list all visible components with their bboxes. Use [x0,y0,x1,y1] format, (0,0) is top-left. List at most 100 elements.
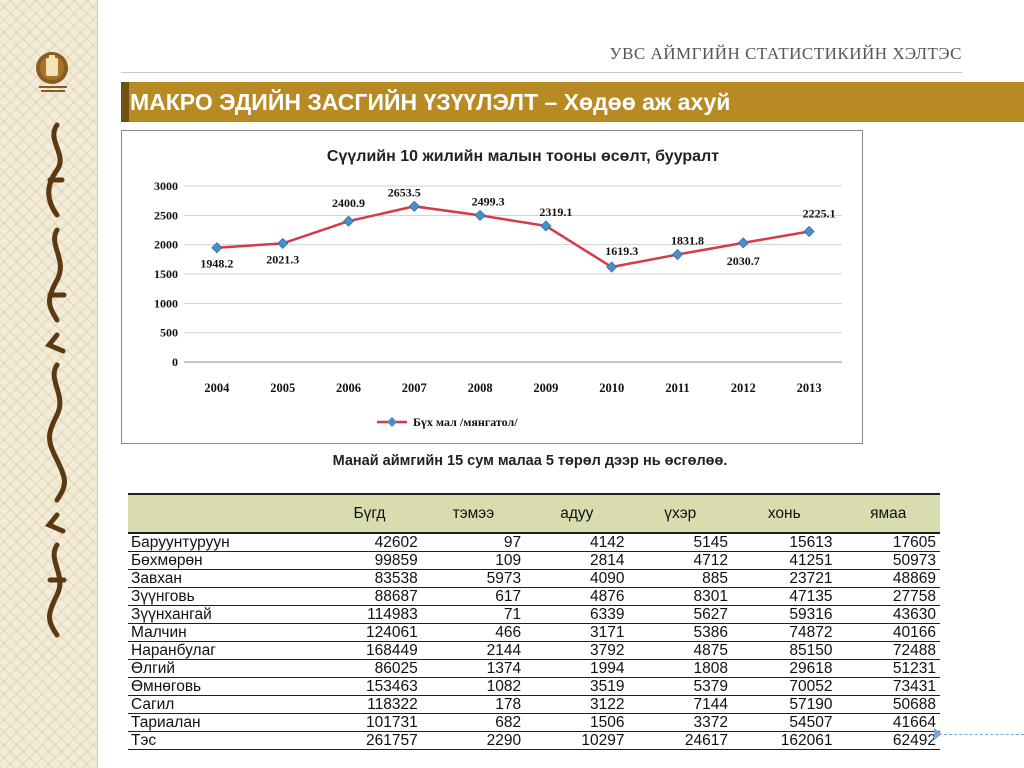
table-header-1: Бүгд [317,493,422,534]
table-cell-value: 1808 [628,659,732,678]
table-cell-value: 2290 [421,731,526,750]
data-point [342,215,355,227]
table-cell-value: 97 [421,533,526,552]
data-label: 2030.7 [727,254,760,268]
table-cell-value: 153463 [317,677,422,696]
table-cell-value: 1994 [525,659,629,678]
table-cell-soum: Наранбулаг [128,641,318,660]
table-cell-value: 10297 [525,731,629,750]
table-row: Тэс 261757 2290 10297 24617 162061 62492 [128,731,940,750]
table-cell-value: 5627 [628,605,732,624]
table-row: Зүүнхангай 114983 71 6339 5627 59316 43630 [128,605,940,624]
table-header-4: үхэр [628,493,732,534]
data-label: 2400.9 [332,196,365,210]
table-cell-value: 3372 [628,713,732,732]
table-cell-value: 7144 [628,695,732,714]
title-banner [121,82,1024,122]
table-cell-soum: Завхан [128,569,318,588]
legend-marker [387,417,397,427]
table-cell-value: 41251 [731,551,837,570]
line-chart: Сүүлийн 10 жилийн малын тооны өсөлт, буу… [154,148,842,429]
table-cell-value: 72488 [836,641,940,660]
table-row: Өлгий 86025 1374 1994 1808 29618 51231 [128,659,940,678]
table-cell-value: 15613 [731,533,837,552]
table-cell-value: 43630 [836,605,940,624]
data-point [606,261,618,273]
table-cell-value: 4712 [628,551,732,570]
table-cell-value: 29618 [731,659,837,678]
table-cell-soum: Өлгий [128,659,318,678]
table-row: Завхан 83538 5973 4090 885 23721 48869 [128,569,940,588]
data-label: 2225.1 [803,206,836,220]
data-point [408,200,420,212]
table-cell-value: 57190 [731,695,837,714]
x-tick-label: 2011 [665,381,689,395]
y-tick-label: 500 [160,326,178,340]
table-cell-value: 86025 [317,659,422,678]
table-header-3: адуу [525,493,629,534]
mongolian-script-icon [44,122,67,638]
data-label: 2653.5 [388,185,421,199]
table-cell-value: 109 [421,551,526,570]
nav-arrow-icon [934,728,942,740]
table-cell-value: 8301 [628,587,732,606]
table-cell-value: 27758 [836,587,940,606]
table-header-0 [128,493,318,534]
table-cell-value: 4876 [525,587,629,606]
table-cell-value: 4875 [628,641,732,660]
table-cell-value: 54507 [731,713,837,732]
table-cell-value: 178 [421,695,526,714]
livestock-table: Бүгд тэмээ адуу үхэр хонь ямаа Баруунтуруун 42… [128,493,940,750]
y-tick-label: 0 [172,355,178,369]
table-cell-value: 101731 [317,713,422,732]
data-label: 2021.3 [266,252,299,266]
table-cell-value: 5386 [628,623,732,642]
x-tick-label: 2009 [533,381,558,395]
table-cell-value: 261757 [317,731,422,750]
table-cell-value: 162061 [731,731,837,750]
y-tick-label: 2000 [154,238,178,252]
table-cell-value: 617 [421,587,526,606]
table-cell-value: 85150 [731,641,837,660]
table-cell-value: 6339 [525,605,629,624]
x-tick-label: 2006 [336,381,361,395]
data-label: 1948.2 [200,257,233,271]
table-cell-value: 50688 [836,695,940,714]
x-tick-label: 2008 [468,381,493,395]
series-line [216,205,810,269]
table-row: Малчин 124061 466 3171 5386 74872 40166 [128,623,940,642]
table-cell-value: 885 [628,569,732,588]
table-cell-value: 3171 [525,623,629,642]
y-tick-label: 1500 [154,267,178,281]
y-tick-label: 3000 [154,179,178,193]
table-row: Зүүнговь 88687 617 4876 8301 47135 27758 [128,587,940,606]
data-label: 2499.3 [472,194,505,208]
x-tick-label: 2005 [270,381,295,395]
table-cell-value: 47135 [731,587,837,606]
table-cell-soum: Малчин [128,623,318,642]
x-tick-label: 2004 [204,381,230,395]
header-divider [121,72,962,73]
data-point [803,225,815,238]
table-cell-value: 118322 [317,695,422,714]
table-cell-soum: Тариалан [128,713,318,732]
chart-title: Сүүлийн 10 жилийн малын тооны өсөлт, буу… [327,148,719,165]
table-cell-value: 1082 [421,677,526,696]
dotted-line [944,734,1024,735]
table-cell-value: 71 [421,605,526,624]
table-cell-value: 73431 [836,677,940,696]
department-title: УВС АЙМГИЙН СТАТИСТИКИЙН ХЭЛТЭС [609,44,962,63]
data-point [211,242,223,254]
page-title: МАКРО ЭДИЙН ЗАСГИЙН ҮЗҮҮЛЭЛТ – Хөдөө аж … [130,89,731,115]
table-cell-soum: Өмнөговь [128,677,318,696]
table-row: Наранбулаг 168449 2144 3792 4875 85150 72488 [128,641,940,660]
table-cell-soum: Сагил [128,695,318,714]
table-cell-value: 88687 [317,587,422,606]
table-cell-value: 70052 [731,677,837,696]
data-label: 1831.8 [671,234,704,248]
table-cell-value: 1506 [525,713,629,732]
table-row: Сагил 118322 178 3122 7144 57190 50688 [128,695,940,714]
table-cell-value: 682 [421,713,526,732]
table-cell-soum: Бөхмөрөн [128,551,318,570]
table-header-2: тэмээ [421,493,526,534]
